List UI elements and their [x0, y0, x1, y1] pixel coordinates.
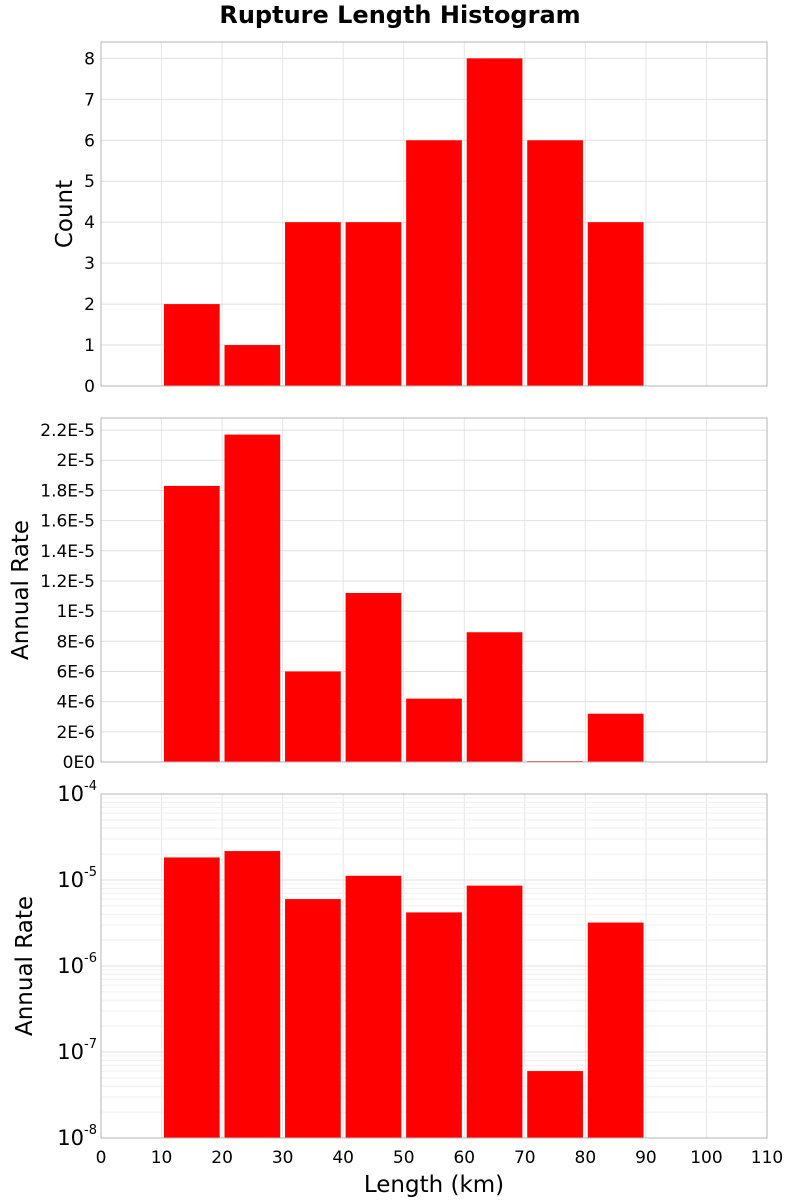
y-tick-label: 1.8E-5 — [40, 481, 95, 501]
y-tick-label: 8 — [84, 49, 95, 69]
y-tick-label: 10-7 — [57, 1037, 97, 1064]
y-tick-label: 6E-6 — [56, 662, 95, 682]
x-tick-label: 70 — [514, 1148, 536, 1168]
panel-3: 10-4 10-5 10-6 10-7 10-8 Annual Rate 0 10 20 30 40… — [12, 779, 783, 1198]
bar-3-5 — [406, 912, 462, 1138]
y-tick-label: 10-8 — [57, 1123, 97, 1150]
bar-3-6 — [466, 885, 523, 1138]
x-tick-label: 10 — [151, 1148, 173, 1168]
panel-1: 0 1 2 3 4 5 6 7 8 Count — [52, 41, 768, 397]
y-tick-label: 2E-6 — [56, 723, 95, 743]
plot-frame-2 — [100, 417, 768, 763]
bar-3-7 — [527, 1071, 583, 1138]
x-tick-label: 20 — [211, 1148, 233, 1168]
bar-2-6 — [466, 632, 523, 762]
y-tick-label: 10-5 — [57, 865, 97, 892]
y-tick-label: 3 — [84, 254, 95, 274]
x-tick-label: 90 — [635, 1148, 657, 1168]
chart-panels: 0 1 2 3 4 5 6 7 8 Count 0E0 2E-6 4E-6 6E-6 8E-6 1E-5 1.2… — [8, 41, 783, 1198]
bar-2-1 — [163, 485, 220, 762]
y-tick-label: 8E-6 — [56, 632, 95, 652]
x-tick-label: 50 — [393, 1148, 415, 1168]
y-tick-label: 4E-6 — [56, 693, 95, 713]
y-axis-label-1: Count — [52, 180, 78, 248]
y-tick-label: 1 — [84, 336, 95, 356]
x-tick-label: 80 — [575, 1148, 597, 1168]
x-axis-label: Length (km) — [364, 1172, 504, 1198]
bar-2-8 — [587, 713, 644, 762]
y-axis-label-3: Annual Rate — [12, 896, 38, 1036]
y-axis-label-2: Annual Rate — [8, 520, 34, 660]
x-tick-label: 0 — [96, 1148, 107, 1168]
bar-3-3 — [285, 899, 341, 1138]
bar-2-3 — [285, 671, 341, 762]
x-tick-label: 110 — [751, 1148, 783, 1168]
bar-1-2 — [224, 345, 281, 386]
panel-2: 0E0 2E-6 4E-6 6E-6 8E-6 1E-5 1.2E-5 1.4E-5 1.6E-… — [8, 417, 768, 773]
x-tick-label: 40 — [332, 1148, 354, 1168]
y-tick-label: 1E-5 — [56, 602, 95, 622]
x-tick-label: 30 — [272, 1148, 294, 1168]
bar-1-8 — [587, 222, 644, 386]
bar-1-1 — [163, 304, 220, 386]
y-tick-label: 1.6E-5 — [40, 512, 95, 532]
y-tick-label: 10-4 — [57, 779, 97, 806]
bar-1-5 — [406, 140, 462, 386]
y-tick-label: 1.2E-5 — [40, 572, 95, 592]
y-tick-label: 2E-5 — [56, 451, 95, 471]
bar-2-2 — [224, 434, 281, 762]
bar-2-5 — [406, 698, 462, 762]
y-tick-label: 2 — [84, 295, 95, 315]
y-tick-label: 5 — [84, 172, 95, 192]
bar-3-8 — [587, 922, 644, 1138]
plot-frame-1 — [100, 41, 768, 387]
x-tick-label: 100 — [690, 1148, 722, 1168]
bar-1-3 — [285, 222, 341, 386]
chart-title: Rupture Length Histogram — [219, 1, 580, 29]
bar-2-4 — [345, 593, 402, 762]
y-tick-label: 7 — [84, 90, 95, 110]
y-tick-label: 1.4E-5 — [40, 542, 95, 562]
y-tick-label: 0 — [84, 377, 95, 397]
bar-3-1 — [163, 857, 220, 1138]
bar-1-4 — [345, 222, 402, 386]
y-tick-label: 2.2E-5 — [40, 421, 95, 441]
y-tick-label: 0E0 — [63, 753, 95, 773]
bar-1-6 — [466, 58, 523, 386]
y-tick-label: 10-6 — [57, 951, 97, 978]
bar-3-4 — [345, 875, 402, 1138]
y-tick-label: 6 — [84, 131, 95, 151]
bar-3-2 — [224, 851, 281, 1138]
bar-1-7 — [527, 140, 583, 386]
x-tick-label: 60 — [453, 1148, 475, 1168]
y-tick-label: 4 — [84, 213, 95, 233]
plot-frame-3 — [100, 793, 768, 1139]
